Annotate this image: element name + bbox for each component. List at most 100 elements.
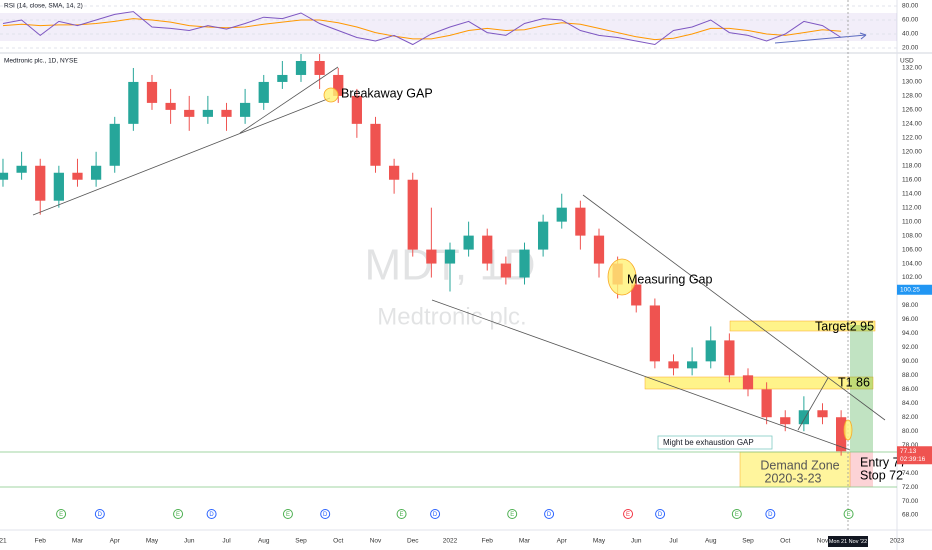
x-tick-label: Aug xyxy=(258,538,270,545)
candle-body xyxy=(221,109,232,117)
event-marker xyxy=(282,509,293,519)
event-marker xyxy=(655,509,666,519)
y-tick-label: 70.00 xyxy=(902,498,919,505)
event-label: D xyxy=(433,512,438,518)
event-label: D xyxy=(323,512,328,518)
y-tick-label: 122.00 xyxy=(902,135,922,142)
candle-body xyxy=(668,361,679,369)
price-badge xyxy=(897,284,932,295)
t1-zone xyxy=(644,376,874,390)
event-label: D xyxy=(768,512,773,518)
y-tick-label: 130.00 xyxy=(902,79,922,86)
candle-body xyxy=(333,74,344,96)
y-tick-label: 118.00 xyxy=(902,162,922,169)
candle-body xyxy=(817,410,828,418)
x-tick-label: 21 xyxy=(0,538,7,545)
trend-line xyxy=(32,97,331,216)
x-tick-label: Feb xyxy=(35,538,47,545)
candle-body xyxy=(724,340,735,376)
candle-body xyxy=(593,235,605,264)
x-tick-label: Aug xyxy=(705,538,717,545)
candle-body xyxy=(370,123,381,166)
y-tick-label: 114.00 xyxy=(902,190,922,197)
candle-body xyxy=(836,417,847,452)
y-tick-label: 98.00 xyxy=(902,302,919,309)
event-label: E xyxy=(400,512,404,518)
annotation: Entry 77 xyxy=(860,455,907,469)
event-label: E xyxy=(59,512,63,518)
rsi-tick-label: 60.00 xyxy=(902,17,919,24)
y-tick-label: 80.00 xyxy=(902,428,919,435)
event-label: E xyxy=(847,512,851,518)
y-tick-label: 128.00 xyxy=(902,93,922,100)
event-marker xyxy=(623,509,634,519)
y-tick-label: 84.00 xyxy=(902,400,919,407)
rsi-pane: RSI (14, close, SMA, 14, 2) xyxy=(0,3,897,49)
y-tick-label: 110.00 xyxy=(902,218,922,225)
y-tick-label: 94.00 xyxy=(902,330,919,337)
currency: USD xyxy=(900,58,914,65)
event-label: E xyxy=(735,512,739,518)
annotation: Stop 72 xyxy=(860,468,903,482)
candle-body xyxy=(649,305,660,362)
event-label: E xyxy=(286,512,290,518)
zones xyxy=(0,320,897,488)
event-label: E xyxy=(626,512,630,518)
x-tick-label: Dec xyxy=(407,538,419,545)
candle-body xyxy=(705,340,716,362)
candle-body xyxy=(798,410,809,425)
candle-body xyxy=(631,284,642,306)
x-tick-label: Nov xyxy=(817,538,829,545)
event-label: D xyxy=(658,512,663,518)
y-tick-label: 124.00 xyxy=(902,121,922,128)
x-tick-label: Sep xyxy=(295,538,307,545)
y-tick-label: 104.00 xyxy=(902,260,922,267)
cursor-label: Mon 21 Nov '22 xyxy=(829,539,867,545)
price-badge-label: 100.25 xyxy=(900,286,920,293)
y-tick-label: 78.00 xyxy=(902,442,919,449)
x-tick-label: Mar xyxy=(72,538,84,545)
cursor-badge xyxy=(828,536,868,547)
profit-zone xyxy=(850,325,873,452)
last-price: 77.13 xyxy=(900,448,917,455)
rsi-band xyxy=(0,13,897,41)
candle-body xyxy=(314,60,325,75)
price-badge xyxy=(897,446,932,465)
candle-body xyxy=(16,165,27,173)
candle-body xyxy=(463,235,474,250)
candle-body xyxy=(742,375,754,390)
rsi-tick-label: 80.00 xyxy=(902,3,919,10)
watermark-sub: Medtronic plc. xyxy=(377,303,526,330)
candle-body xyxy=(35,165,46,201)
candle-body xyxy=(519,249,530,278)
event-marker xyxy=(320,509,331,519)
x-tick-label: Oct xyxy=(780,538,790,545)
candle-body xyxy=(575,207,586,236)
candle-body xyxy=(388,165,400,180)
event-marker xyxy=(173,509,184,519)
annotation: 2020-3-23 xyxy=(765,471,822,485)
event-marker xyxy=(56,509,67,519)
candle-body xyxy=(90,165,102,180)
annotation: Target2 95 xyxy=(815,319,874,333)
event-marker xyxy=(430,509,441,519)
x-tick-label: May xyxy=(146,538,159,545)
wedge-line xyxy=(797,377,829,431)
y-tick-label: 90.00 xyxy=(902,358,919,365)
candle-body xyxy=(482,235,493,264)
candle-body xyxy=(53,172,64,201)
candle-body xyxy=(165,102,176,110)
candle-body xyxy=(500,263,511,278)
x-tick-label: Apr xyxy=(557,538,568,545)
y-tick-label: 82.00 xyxy=(902,414,919,421)
candle-body xyxy=(258,81,269,103)
note-box xyxy=(657,435,773,450)
drawings xyxy=(32,0,886,530)
annotation: Might be exhaustion GAP xyxy=(663,438,754,447)
candle-body xyxy=(72,172,83,180)
rsi-tick-label: 20.00 xyxy=(902,45,919,52)
chart-title: Medtronic plc., 1D, NYSE xyxy=(4,58,78,65)
annotations: Breakaway GAP Measuring Gap Target2 95 T… xyxy=(4,58,914,486)
trend-line xyxy=(239,66,339,134)
